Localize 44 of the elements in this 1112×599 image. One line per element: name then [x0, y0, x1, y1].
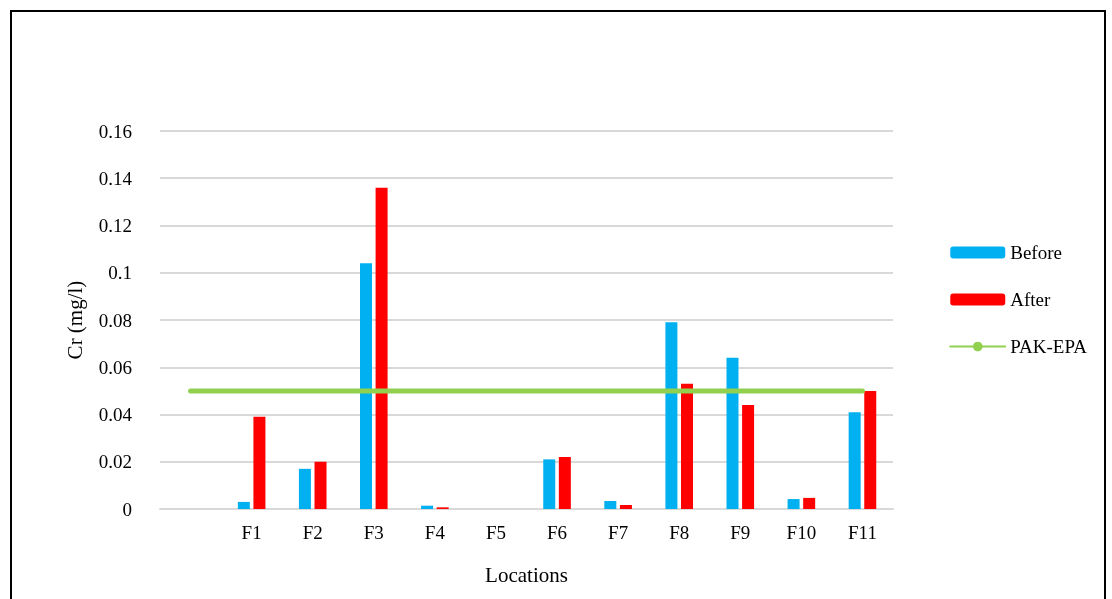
y-tick-label: 0.14	[98, 167, 133, 189]
bar	[375, 187, 388, 509]
bar	[864, 390, 877, 509]
bar	[787, 499, 800, 509]
bar	[298, 468, 311, 509]
y-axis-title: Cr (mg/l)	[62, 280, 87, 360]
bar	[421, 505, 434, 509]
bar	[803, 497, 816, 509]
bar	[681, 383, 694, 509]
x-tick-label: F8	[669, 522, 690, 543]
x-tick-label: F7	[608, 522, 629, 543]
x-tick-label: F2	[302, 522, 323, 543]
bar	[848, 412, 861, 509]
x-tick-label: F11	[848, 522, 877, 543]
x-tick-label: F9	[730, 522, 751, 543]
x-tick-label: F5	[485, 522, 506, 543]
y-tick-label: 0	[122, 498, 132, 520]
y-tick-label: 0.12	[98, 215, 132, 236]
bar	[253, 416, 266, 509]
bar	[558, 457, 571, 509]
bar	[604, 500, 617, 509]
x-tick-label: F6	[547, 522, 568, 543]
bar	[237, 501, 250, 509]
y-tick-label: 0.08	[98, 309, 132, 331]
bar	[314, 461, 327, 509]
y-tick-label: 0.06	[98, 356, 132, 378]
y-tick-label: 0.1	[108, 262, 132, 284]
bar	[359, 263, 372, 509]
x-axis-title: Locations	[485, 562, 568, 587]
legend-label: Before	[1010, 242, 1062, 263]
x-tick-label: F4	[424, 522, 446, 543]
y-tick-label: 0.04	[98, 404, 133, 425]
y-tick-label: 0.02	[98, 451, 132, 473]
bar	[543, 459, 556, 509]
x-tick-label: F10	[786, 522, 817, 543]
bar	[726, 357, 739, 509]
legend-label: PAK-EPA	[1010, 336, 1088, 357]
bar	[619, 504, 632, 509]
x-tick-label: F1	[241, 522, 262, 543]
y-tick-label: 0.16	[98, 120, 132, 142]
bar	[742, 405, 755, 509]
x-tick-label: F3	[363, 522, 384, 543]
bar	[665, 322, 678, 509]
legend-label: After	[1010, 289, 1052, 310]
